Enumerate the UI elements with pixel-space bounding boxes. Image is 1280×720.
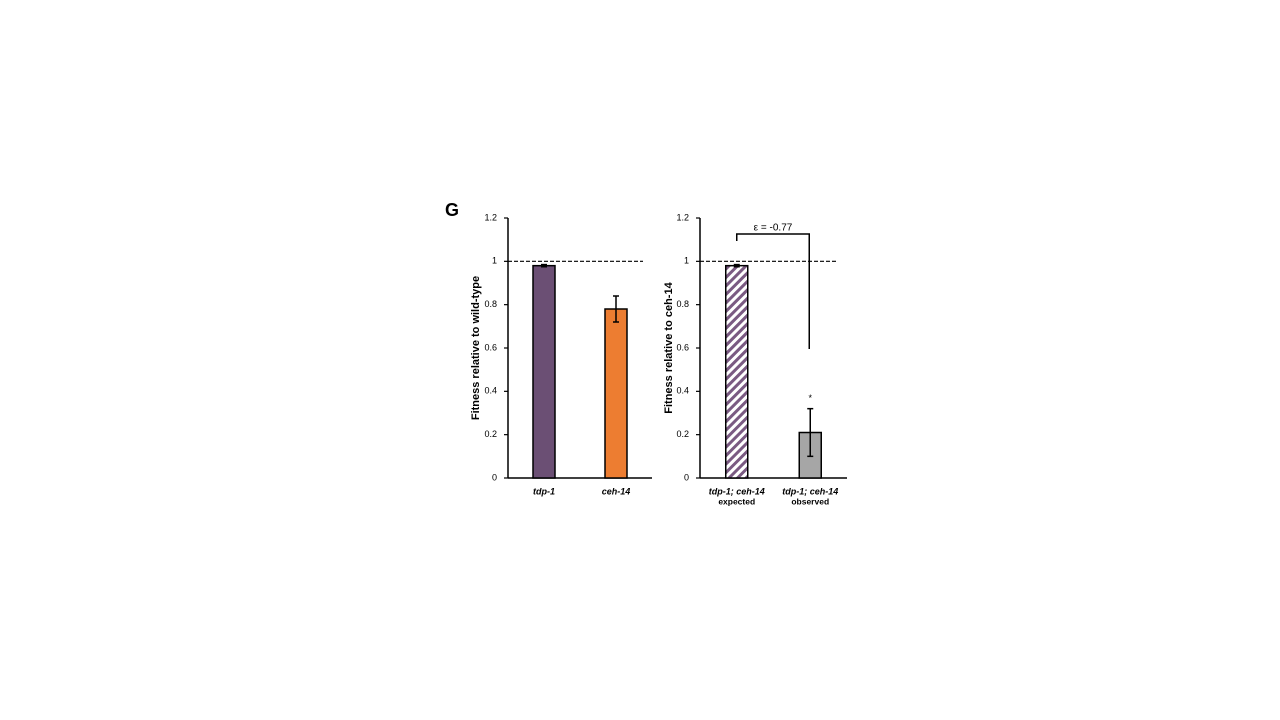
x-tick-note: expected xyxy=(718,496,755,506)
error-bar xyxy=(733,263,740,268)
y-axis-label: Fitness relative to wild-type xyxy=(470,276,482,420)
panel-label: G xyxy=(445,200,459,220)
y-tick-label: 1.2 xyxy=(484,212,497,222)
epistasis-bracket xyxy=(736,233,810,349)
x-tick-note: observed xyxy=(791,496,829,506)
y-tick-label: 0.8 xyxy=(676,299,689,309)
y-tick-label: 0 xyxy=(684,472,689,482)
error-bar xyxy=(613,295,619,323)
error-bar xyxy=(807,407,814,458)
annotation: ε = -0.77 xyxy=(754,223,793,234)
bar xyxy=(725,264,749,479)
x-tick-label: tdp-1; ceh-14 xyxy=(782,486,838,496)
y-tick-label: 0.6 xyxy=(676,342,689,352)
error-bar xyxy=(541,263,547,268)
y-tick-label: 0.2 xyxy=(484,429,497,439)
y-tick-label: 1.2 xyxy=(676,212,689,222)
y-tick-label: 0.4 xyxy=(676,386,689,396)
bar xyxy=(532,264,556,479)
y-tick-label: 0 xyxy=(492,472,497,482)
y-tick-label: 0.2 xyxy=(676,429,689,439)
y-tick-label: 1 xyxy=(684,256,689,266)
y-tick-label: 0.4 xyxy=(484,386,497,396)
y-tick-label: 0.8 xyxy=(484,299,497,309)
y-tick-label: 0.6 xyxy=(484,342,497,352)
significance-mark: * xyxy=(808,393,812,403)
x-tick-label: tdp-1 xyxy=(533,486,555,496)
y-tick-label: 1 xyxy=(492,256,497,266)
x-tick-label: tdp-1; ceh-14 xyxy=(709,486,765,496)
x-tick-label: ceh-14 xyxy=(602,486,631,496)
bar xyxy=(604,308,628,479)
y-axis-label: Fitness relative to ceh-14 xyxy=(663,281,675,413)
